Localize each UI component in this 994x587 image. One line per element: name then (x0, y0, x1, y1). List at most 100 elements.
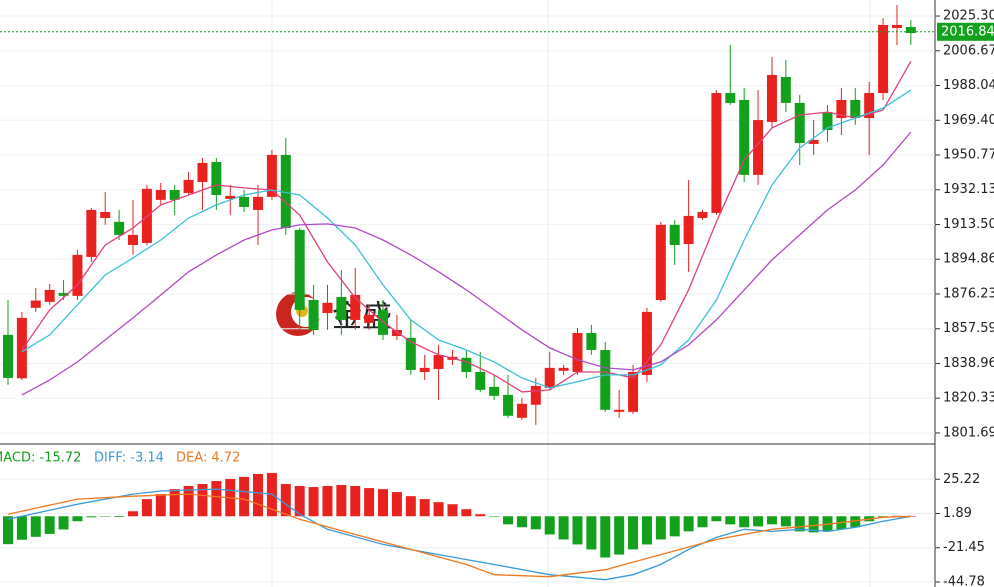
y-tick-label: 1820.33 (943, 391, 994, 406)
macd-bar (766, 516, 777, 525)
candle-body (322, 302, 333, 314)
candle-body (614, 409, 625, 412)
candle-body (516, 403, 527, 418)
macd-bar (100, 516, 111, 517)
macd-bar (655, 516, 666, 540)
candle-body (100, 211, 111, 218)
macd-bar (530, 516, 541, 530)
y-tick-label: 1988.04 (943, 78, 994, 93)
candle-body (16, 317, 27, 379)
macd-bar (16, 516, 27, 540)
y-tick-label: 25.22 (943, 472, 980, 487)
macd-bar (697, 516, 708, 528)
candle-body (239, 196, 250, 207)
candle-body (683, 215, 694, 245)
candle-body (891, 24, 902, 28)
macd-bar (169, 489, 180, 517)
macd-bar (808, 516, 819, 533)
candle-body (725, 93, 736, 103)
candle-body (572, 332, 583, 372)
macd-bar (364, 488, 375, 517)
y-tick-label: 1838.96 (943, 356, 994, 371)
macd-bar (558, 516, 569, 540)
candle-body (44, 289, 55, 302)
marks (0, 5, 935, 583)
y-tick-label: 1913.50 (943, 217, 994, 232)
candle-body (58, 292, 69, 296)
macd-bar (669, 516, 680, 537)
legend-entry: DEA: 4.72 (176, 451, 240, 466)
candle-body (669, 224, 680, 245)
line (21, 131, 912, 396)
candle-body (364, 314, 375, 323)
macd-bar (739, 516, 750, 528)
candle-body (433, 354, 444, 369)
macd-bar (628, 516, 639, 550)
macd-bar (516, 516, 527, 528)
candle-body (878, 24, 889, 94)
y-tick-label: 2025.30 (943, 9, 994, 24)
candle-body (766, 74, 777, 122)
macd-bar (461, 509, 472, 517)
y-tick-label: 1.89 (943, 506, 972, 521)
macd-bar (128, 511, 139, 517)
macd-bar (183, 486, 194, 517)
candle-body (72, 254, 83, 296)
y-tick-label: -44.78 (943, 574, 985, 587)
macd-bar (600, 516, 611, 558)
candle-body (780, 77, 791, 103)
macd-bar (253, 473, 264, 517)
macd-bar (350, 486, 361, 517)
legend-entry: MACD: -15.72 (0, 451, 81, 466)
candle-body (266, 154, 277, 197)
macd-bar (211, 481, 222, 517)
candle-body (530, 385, 541, 405)
candle-body (489, 386, 500, 396)
candle-body (641, 311, 652, 375)
line (7, 493, 911, 578)
macd-bar (30, 516, 41, 537)
y-tick-label: 1876.23 (943, 286, 994, 301)
macd-bar (58, 516, 69, 530)
candle-body (836, 99, 847, 119)
line (21, 89, 912, 389)
line (7, 488, 912, 581)
line (21, 60, 912, 393)
y-tick-label: 1932.13 (943, 182, 994, 197)
candle-body (391, 330, 402, 336)
macd-bar (44, 516, 55, 534)
candle-body (558, 367, 569, 371)
candle-body (308, 299, 319, 331)
macd-bar (641, 516, 652, 545)
macd-bar (503, 516, 514, 525)
candle-body (225, 195, 236, 199)
candle-body (336, 297, 347, 320)
candle-body (503, 394, 514, 416)
macd-bar (725, 516, 736, 525)
candle-body (350, 294, 361, 320)
macd-bar (780, 516, 791, 527)
macd-bar (280, 483, 291, 517)
macd-bar (711, 516, 722, 522)
candle-body (628, 371, 639, 412)
macd-bar (308, 487, 319, 517)
candle-body (211, 162, 222, 196)
y-tick-label: 1950.77 (943, 147, 994, 162)
macd-bar (586, 516, 597, 550)
macd-bar (3, 516, 13, 545)
legend-entry: DIFF: -3.14 (94, 451, 164, 466)
candle-body (155, 189, 166, 200)
macd-bar (794, 516, 805, 532)
candle-body (655, 224, 666, 300)
y-tick-label: 1801.69 (943, 425, 994, 440)
macd-bar (322, 486, 333, 517)
candle-body (850, 99, 861, 119)
macd-bar (239, 476, 250, 517)
macd-bar (683, 516, 694, 532)
candle-body (475, 371, 486, 390)
last-price-box (937, 22, 994, 41)
candle-body (544, 367, 555, 388)
candle-body (280, 154, 291, 229)
